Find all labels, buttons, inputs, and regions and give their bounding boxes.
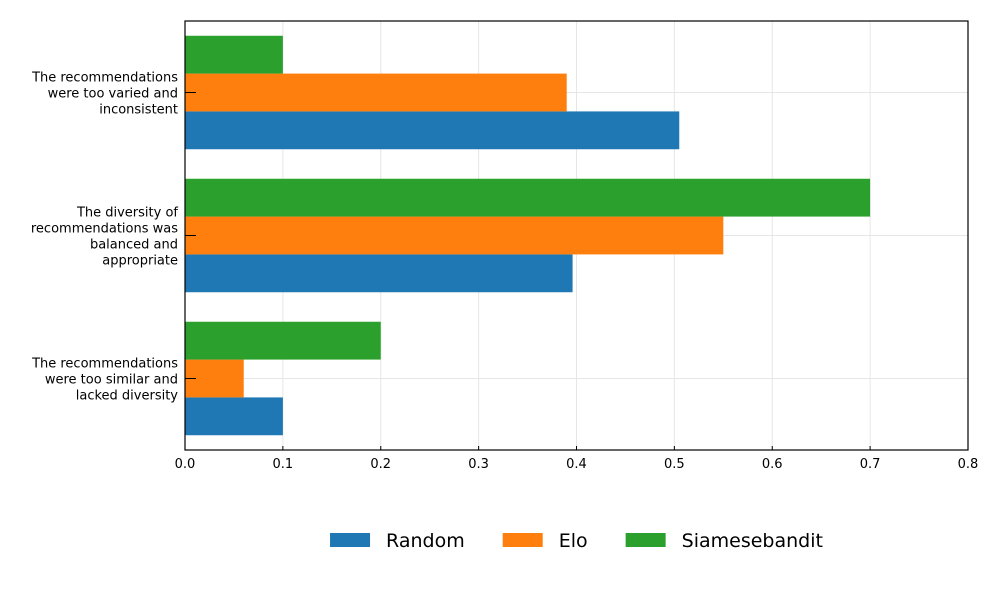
- x-tick-label: 0.6: [762, 457, 783, 472]
- legend-label-random: Random: [386, 530, 465, 552]
- bar-siamesebandit-3: [185, 35, 283, 74]
- x-tick-label: 0.4: [566, 457, 587, 472]
- bars: [185, 35, 871, 436]
- y-category-label: The recommendations were too similar and l…: [31, 357, 178, 404]
- bar-siamesebandit-2: [185, 178, 871, 217]
- legend-swatch-siamesebandit: [625, 533, 666, 547]
- y-category-label: The recommendations were too varied and in…: [31, 71, 178, 118]
- x-tick-label: 0.2: [370, 457, 391, 472]
- bar-elo-2: [185, 216, 724, 255]
- bar-siamesebandit-1: [185, 321, 381, 360]
- legend-swatch-elo: [502, 533, 543, 547]
- legend: Random Elo Siamesebandit: [330, 530, 823, 552]
- legend-swatch-random: [330, 533, 371, 547]
- x-tick-label: 0.8: [958, 457, 979, 472]
- y-axis-ticks: The recommendations were too similar and l…: [31, 71, 196, 404]
- x-axis-ticks: 0.0 0.1 0.2 0.3 0.4 0.5 0.6 0.7 0.8: [175, 446, 979, 472]
- x-tick-label: 0.5: [664, 457, 685, 472]
- bar-random-2: [185, 254, 573, 293]
- bar-random-3: [185, 111, 680, 150]
- bar-elo-3: [185, 73, 567, 112]
- x-tick-label: 0.3: [468, 457, 489, 472]
- bar-random-1: [185, 397, 283, 436]
- x-tick-label: 0.1: [273, 457, 294, 472]
- legend-label-siamesebandit: Siamesebandit: [682, 530, 823, 552]
- x-tick-label: 0.7: [860, 457, 881, 472]
- y-category-label: The diversity of recommendations was balan…: [31, 206, 179, 269]
- x-tick-label: 0.0: [175, 457, 196, 472]
- legend-label-elo: Elo: [559, 530, 588, 552]
